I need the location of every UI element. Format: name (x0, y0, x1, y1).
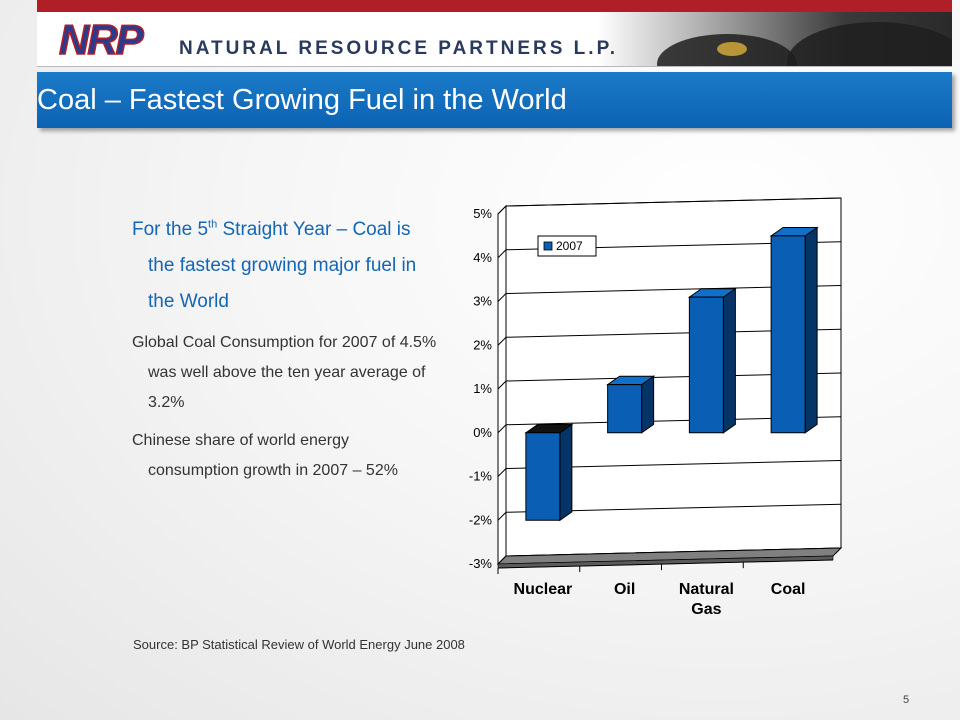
y-tick-label: 5% (473, 206, 492, 221)
bar-coal (770, 235, 806, 434)
x-tick-label: Nuclear (514, 581, 573, 598)
gridline-diag (497, 424, 507, 434)
x-tick-label: Coal (771, 581, 806, 598)
nrp-logo-text: NRP (59, 16, 145, 60)
bar-side (559, 423, 573, 522)
y-tick-label: 3% (473, 294, 492, 309)
gridline-diag (497, 336, 507, 346)
bar-side (641, 375, 655, 434)
header-banner: NRP NATURAL RESOURCE PARTNERS L.P. (37, 0, 952, 67)
y-tick-label: 0% (473, 425, 492, 440)
y-tick-label: -1% (469, 469, 493, 484)
y-tick-label: -3% (469, 556, 493, 571)
gridline-diag (497, 205, 507, 215)
bar-side (804, 226, 818, 434)
legend-swatch (543, 241, 553, 251)
nrp-logo: NRP (58, 16, 147, 60)
bullet-headline: For the 5th Straight Year – Coal is the … (132, 218, 417, 312)
bar-natural-gas (688, 296, 724, 434)
title-bar: Coal – Fastest Growing Fuel in the World (37, 72, 952, 128)
bar-oil (607, 384, 643, 434)
gridline-diag (497, 511, 507, 521)
y-tick-label: 1% (473, 381, 492, 396)
bar-side (722, 287, 736, 434)
bar-nuclear (525, 432, 561, 521)
bullet-coal-consumption: Global Coal Consumption for 2007 of 4.5%… (132, 334, 437, 411)
legend-box (537, 235, 597, 257)
mining-photo (597, 12, 952, 66)
header-red-stripe (37, 0, 952, 12)
slide-title: Coal – Fastest Growing Fuel in the World (37, 84, 567, 116)
x-axis-line (497, 559, 834, 569)
chart-bars (524, 226, 819, 522)
y-tick-label: 2% (473, 337, 492, 352)
gridline-diag (497, 468, 507, 477)
y-tick-label: -2% (469, 512, 493, 527)
gridline-diag (497, 249, 507, 259)
y-tick-label: 4% (473, 250, 492, 265)
source-note: Source: BP Statistical Review of World E… (133, 637, 465, 652)
gridline (505, 197, 842, 207)
gridline-diag (497, 380, 507, 390)
company-name: NATURAL RESOURCE PARTNERS L.P. (179, 38, 619, 59)
bar-chart: 5% 4% 3% 2% 1% 0% -1% -2% -3% Nuclear Oil Natural Ga… (469, 197, 843, 618)
page-number: 5 (903, 694, 910, 706)
x-tick-label: Natural Gas (679, 581, 734, 618)
bullet-chinese-share: Chinese share of world energy consumptio… (132, 432, 398, 479)
chart-legend: 2007 (537, 235, 597, 257)
chart-axes: 5% 4% 3% 2% 1% 0% -1% -2% -3% Nuclear Oil Natural Ga… (469, 206, 834, 618)
gridline-diag (497, 293, 507, 302)
legend-label: 2007 (556, 239, 583, 253)
bullet-list: For the 5th Straight Year – Coal is the … (132, 212, 442, 486)
x-tick-label: Oil (614, 581, 635, 598)
